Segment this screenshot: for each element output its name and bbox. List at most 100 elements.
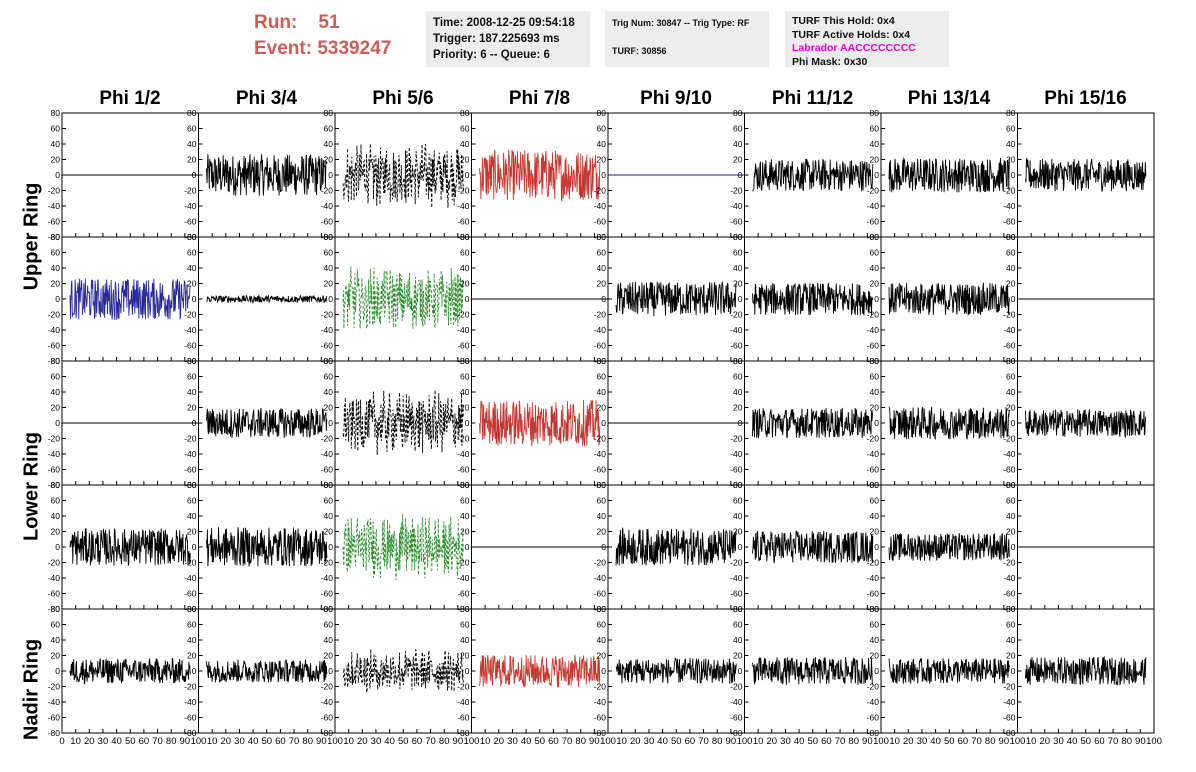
x-tick-label: 100 bbox=[600, 736, 616, 747]
y-tick-label: 40 bbox=[733, 635, 743, 645]
x-tick-label: 60 bbox=[821, 736, 832, 747]
y-tick-label: 20 bbox=[460, 403, 470, 413]
x-tick-label: 70 bbox=[289, 736, 300, 747]
y-tick-label: -60 bbox=[321, 217, 334, 227]
x-tick-label: 40 bbox=[930, 736, 941, 747]
panel-r5-c3: -80 -60 -40 -20 0 20 40 60 80 bbox=[321, 604, 472, 738]
x-tick-label: 90 bbox=[453, 736, 464, 747]
waveform-trace bbox=[206, 659, 328, 683]
y-tick-label: -60 bbox=[730, 465, 743, 475]
y-tick-label: -40 bbox=[457, 573, 470, 583]
y-tick-label: -80 bbox=[184, 728, 197, 738]
priority-line: Priority: 6 -- Queue: 6 bbox=[433, 49, 550, 61]
y-tick-label: -20 bbox=[594, 186, 607, 196]
y-tick-label: -40 bbox=[457, 325, 470, 335]
y-tick-label: 40 bbox=[870, 635, 880, 645]
x-tick-label: 60 bbox=[548, 736, 559, 747]
x-tick-label: 100 bbox=[191, 736, 207, 747]
y-tick-label: 20 bbox=[324, 155, 334, 165]
y-tick-label: -20 bbox=[867, 186, 880, 196]
x-tick-label: 70 bbox=[698, 736, 709, 747]
y-tick-label: -60 bbox=[1003, 713, 1016, 723]
x-tick-label: 60 bbox=[685, 736, 696, 747]
y-tick-label: 0 bbox=[1011, 418, 1016, 428]
x-tick-label: 80 bbox=[575, 736, 586, 747]
x-tick-label: 30 bbox=[371, 736, 382, 747]
waveform-trace bbox=[69, 657, 191, 685]
x-tick-label: 90 bbox=[316, 736, 327, 747]
y-tick-label: -20 bbox=[594, 682, 607, 692]
x-tick-label: 80 bbox=[439, 736, 450, 747]
y-tick-label: 80 bbox=[597, 108, 607, 118]
waveform-trace bbox=[69, 278, 191, 320]
y-tick-label: 20 bbox=[597, 279, 607, 289]
y-tick-label: 40 bbox=[51, 139, 61, 149]
y-tick-label: -20 bbox=[1003, 558, 1016, 568]
y-tick-label: -60 bbox=[594, 465, 607, 475]
x-tick-label: 20 bbox=[357, 736, 368, 747]
y-tick-label: -20 bbox=[867, 682, 880, 692]
column-header-7: Phi 13/14 bbox=[907, 88, 991, 109]
y-tick-label: -40 bbox=[184, 697, 197, 707]
y-tick-label: 40 bbox=[51, 635, 61, 645]
y-tick-label: -40 bbox=[1003, 697, 1016, 707]
x-tick-label: 20 bbox=[630, 736, 641, 747]
x-tick-label: 20 bbox=[767, 736, 778, 747]
waveform-trace bbox=[479, 399, 601, 447]
waveform-trace bbox=[888, 406, 1010, 441]
y-tick-label: -60 bbox=[321, 589, 334, 599]
y-tick-label: 40 bbox=[870, 139, 880, 149]
y-tick-label: -40 bbox=[184, 325, 197, 335]
x-tick-label: 10 bbox=[207, 736, 218, 747]
y-tick-label: -40 bbox=[730, 449, 743, 459]
waveform-trace bbox=[1025, 409, 1147, 439]
x-tick-label: 90 bbox=[999, 736, 1010, 747]
y-tick-label: 0 bbox=[55, 170, 60, 180]
y-tick-label: 60 bbox=[187, 620, 197, 630]
y-tick-label: 20 bbox=[460, 279, 470, 289]
y-tick-label: 80 bbox=[460, 108, 470, 118]
y-tick-label: 80 bbox=[870, 604, 880, 614]
y-tick-label: 0 bbox=[1011, 666, 1016, 676]
y-tick-label: -20 bbox=[594, 310, 607, 320]
y-tick-label: 40 bbox=[1006, 635, 1016, 645]
x-tick-label: 70 bbox=[1108, 736, 1119, 747]
y-tick-label: -40 bbox=[730, 201, 743, 211]
y-tick-label: 20 bbox=[870, 651, 880, 661]
y-tick-label: -60 bbox=[867, 217, 880, 227]
y-tick-label: 60 bbox=[324, 620, 334, 630]
y-tick-label: -40 bbox=[594, 201, 607, 211]
y-tick-label: 60 bbox=[870, 496, 880, 506]
y-tick-label: 60 bbox=[324, 248, 334, 258]
y-tick-label: 80 bbox=[324, 232, 334, 242]
y-tick-label: -20 bbox=[1003, 434, 1016, 444]
y-tick-label: 20 bbox=[51, 527, 61, 537]
y-tick-label: -40 bbox=[594, 325, 607, 335]
y-tick-label: -40 bbox=[1003, 201, 1016, 211]
y-tick-label: -40 bbox=[321, 201, 334, 211]
x-tick-label: 90 bbox=[180, 736, 191, 747]
y-tick-label: 20 bbox=[324, 651, 334, 661]
y-tick-label: -20 bbox=[184, 682, 197, 692]
waveform-trace bbox=[1025, 655, 1147, 686]
y-tick-label: -40 bbox=[730, 697, 743, 707]
y-tick-label: 20 bbox=[187, 155, 197, 165]
phi-mask-line: Phi Mask: 0x30 bbox=[792, 55, 868, 68]
y-tick-label: 80 bbox=[51, 232, 61, 242]
waveform-trace bbox=[752, 407, 874, 439]
x-tick-label: 90 bbox=[1135, 736, 1146, 747]
y-tick-label: -20 bbox=[48, 682, 61, 692]
y-tick-label: -60 bbox=[457, 713, 470, 723]
y-tick-label: -20 bbox=[730, 558, 743, 568]
y-tick-label: -80 bbox=[48, 604, 61, 614]
y-tick-label: 80 bbox=[324, 356, 334, 366]
y-tick-label: 60 bbox=[1006, 620, 1016, 630]
y-tick-label: 0 bbox=[192, 294, 197, 304]
column-header-3: Phi 5/6 bbox=[372, 88, 434, 109]
